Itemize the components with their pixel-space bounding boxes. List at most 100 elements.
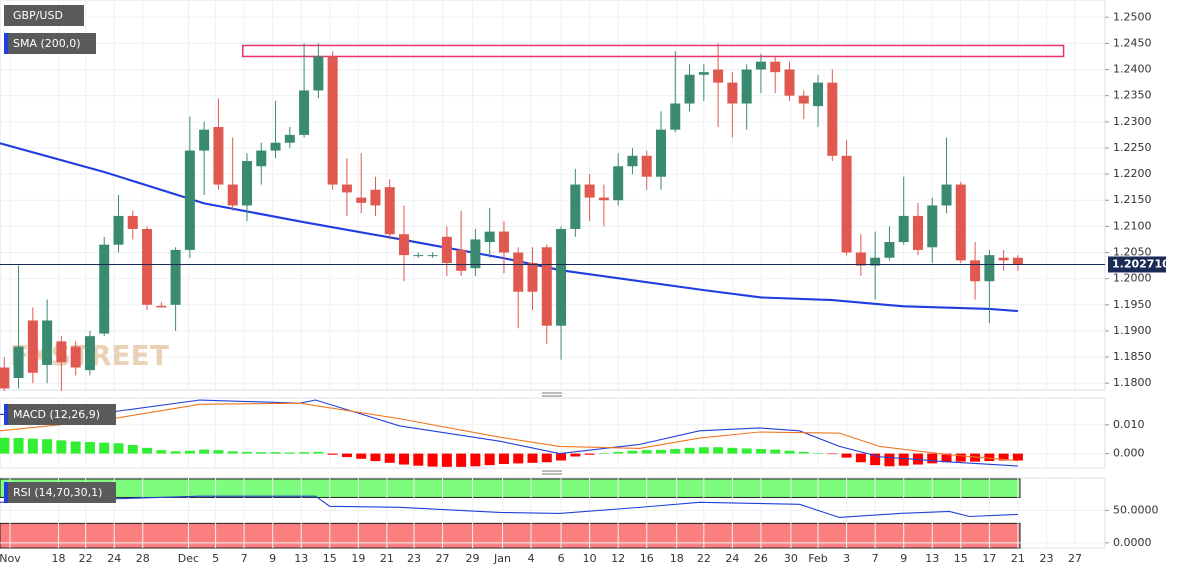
histogram-bar: [841, 453, 852, 458]
price-panel: [0, 0, 1106, 391]
histogram-bar: [213, 450, 224, 454]
histogram-bar: [855, 453, 866, 463]
x-tick-label: 19: [351, 552, 365, 565]
x-tick-label: 12: [611, 552, 625, 565]
candle-body: [698, 72, 709, 75]
candle-body: [584, 184, 595, 198]
histogram-bar: [227, 451, 238, 454]
y-tick-label: 1.2100: [1113, 219, 1152, 232]
y-tick-label: 1.2050: [1113, 246, 1152, 259]
candle-body: [370, 189, 381, 206]
candle-body: [941, 184, 952, 206]
histogram-bar: [241, 451, 252, 454]
histogram-bar: [384, 453, 395, 463]
y-tick-label: 1.1850: [1113, 350, 1152, 363]
x-tick-label: 17: [982, 552, 996, 565]
candle-body: [513, 252, 524, 292]
candle-body: [56, 341, 67, 363]
x-tick-label: 22: [79, 552, 93, 565]
x-tick-label: 6: [558, 552, 565, 565]
histogram-bar: [399, 453, 410, 465]
candle-body: [884, 242, 895, 258]
candle-body: [798, 95, 809, 104]
histogram-bar: [142, 447, 153, 454]
legend-box: [4, 5, 84, 26]
candle-body: [199, 129, 210, 151]
histogram-bar: [498, 453, 509, 464]
histogram-bar: [113, 443, 124, 454]
x-tick-label: 7: [241, 552, 248, 565]
histogram-bar: [727, 447, 738, 454]
histogram-bar: [127, 444, 138, 454]
histogram-bar: [484, 453, 495, 466]
x-tick-label: 21: [380, 552, 394, 565]
histogram-bar: [256, 452, 267, 454]
candle-body: [27, 320, 38, 373]
y-tick-label: 1.2500: [1113, 10, 1152, 23]
histogram-bar: [570, 453, 581, 457]
macd-panel: [0, 397, 1106, 469]
histogram-bar: [370, 453, 381, 462]
candle-body: [656, 129, 667, 177]
x-tick-label: 9: [269, 552, 276, 565]
candle-body: [484, 231, 495, 243]
histogram-bar: [184, 450, 195, 454]
x-tick-label: 13: [294, 552, 308, 565]
histogram-bar: [299, 452, 310, 454]
histogram-bar: [984, 453, 995, 462]
x-tick-label: 3: [843, 552, 850, 565]
candle-body: [270, 142, 281, 151]
candle-body: [998, 257, 1009, 261]
candle-body: [241, 161, 252, 206]
candle-body: [13, 346, 24, 378]
histogram-bar: [42, 439, 53, 454]
x-tick-label: Nov: [0, 552, 21, 565]
candle-body: [970, 260, 981, 282]
candle-body: [1012, 257, 1023, 265]
candle-body: [341, 184, 352, 193]
histogram-bar: [427, 453, 438, 467]
histogram-bar: [627, 450, 638, 454]
candle-body: [142, 228, 153, 305]
x-tick-label: 5: [212, 552, 219, 565]
candle-body: [156, 305, 167, 308]
x-tick-label: 15: [954, 552, 968, 565]
histogram-bar: [470, 453, 481, 467]
histogram-bar: [341, 453, 352, 458]
histogram-bar: [656, 449, 667, 454]
x-tick-label: 7: [872, 552, 879, 565]
histogram-bar: [99, 442, 110, 454]
histogram-bar: [441, 453, 452, 467]
candle-body: [827, 82, 838, 156]
candle-body: [441, 236, 452, 263]
histogram-bar: [270, 452, 281, 454]
candle-body: [427, 255, 438, 257]
histogram-bar: [813, 453, 824, 454]
x-tick-label: 10: [583, 552, 597, 565]
line-series: [0, 495, 1018, 519]
histogram-bar: [970, 453, 981, 462]
candle-body: [384, 187, 395, 235]
histogram-bar: [356, 453, 367, 459]
y-tick-label: 1.2450: [1113, 36, 1152, 49]
histogram-bar: [556, 453, 567, 461]
y-tick-label: 1.1800: [1113, 376, 1152, 389]
histogram-bar: [313, 451, 324, 454]
histogram-bar: [641, 450, 652, 454]
candle-body: [213, 127, 224, 185]
histogram-bar: [741, 448, 752, 454]
candle-body: [784, 69, 795, 96]
legend-label: GBP/USD: [13, 9, 63, 22]
x-tick-label: 4: [528, 552, 535, 565]
legend-box: [4, 482, 116, 503]
histogram-bar: [798, 451, 809, 454]
y-tick-label: 1.1900: [1113, 324, 1152, 337]
candle-body: [984, 255, 995, 282]
x-tick-label: 21: [1011, 552, 1025, 565]
histogram-bar: [541, 453, 552, 463]
candle-body: [127, 215, 138, 229]
candle-body: [299, 90, 310, 135]
legend-label: SMA (200,0): [13, 37, 81, 50]
x-tick-label: 27: [436, 552, 450, 565]
legend-swatch: [4, 482, 8, 503]
